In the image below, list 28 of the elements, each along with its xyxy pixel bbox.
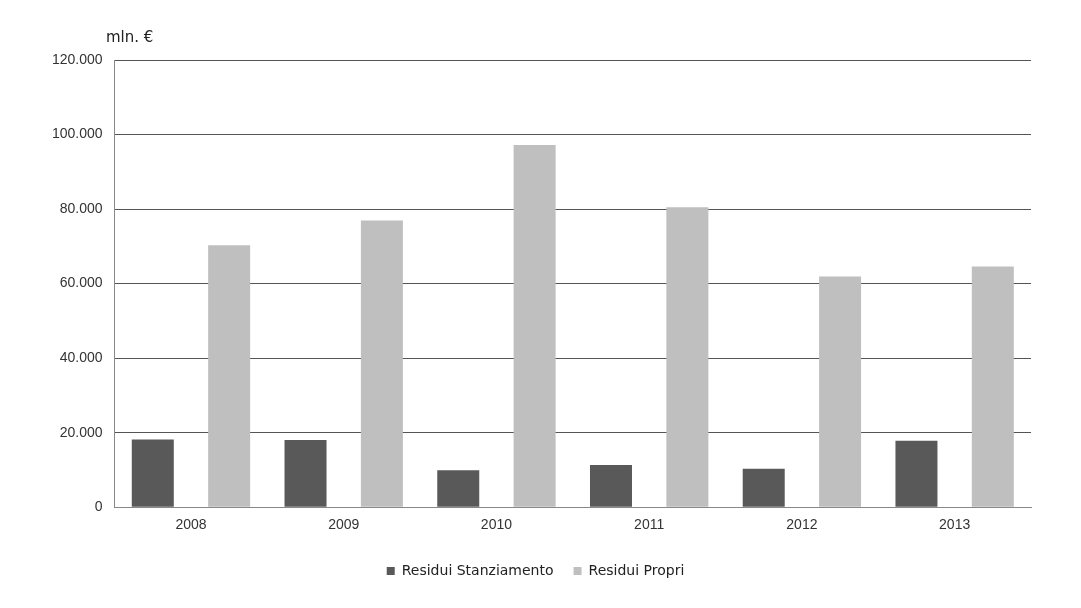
- y-tick-label: 100.000: [52, 125, 103, 142]
- bar: [208, 245, 251, 507]
- bar: [971, 266, 1014, 507]
- bar: [742, 468, 785, 507]
- bar: [131, 439, 174, 507]
- x-tick-label: 2011: [634, 516, 665, 533]
- y-tick-label: 60.000: [59, 274, 103, 291]
- bar: [819, 276, 862, 507]
- y-axis-title: mln. €: [106, 28, 154, 46]
- bar: [437, 470, 480, 507]
- x-tick-label: 2009: [328, 516, 360, 533]
- bar: [360, 220, 403, 507]
- bar: [895, 440, 938, 507]
- x-tick-label: 2012: [786, 516, 818, 533]
- bar: [284, 440, 327, 507]
- bar: [589, 465, 632, 507]
- legend-label: Residui Stanziamento: [401, 561, 554, 578]
- y-tick-label: 40.000: [59, 348, 103, 365]
- bar: [513, 144, 556, 507]
- x-tick-label: 2013: [939, 516, 971, 533]
- y-tick-label: 0: [94, 498, 103, 515]
- x-tick-label: 2010: [480, 516, 513, 533]
- y-tick-label: 120.000: [52, 50, 103, 67]
- y-tick-label: 20.000: [59, 423, 103, 440]
- y-tick-label: 80.000: [59, 199, 103, 216]
- x-tick-label: 2008: [175, 516, 207, 533]
- legend-label: Residui Propri: [588, 561, 685, 578]
- bar: [666, 207, 709, 507]
